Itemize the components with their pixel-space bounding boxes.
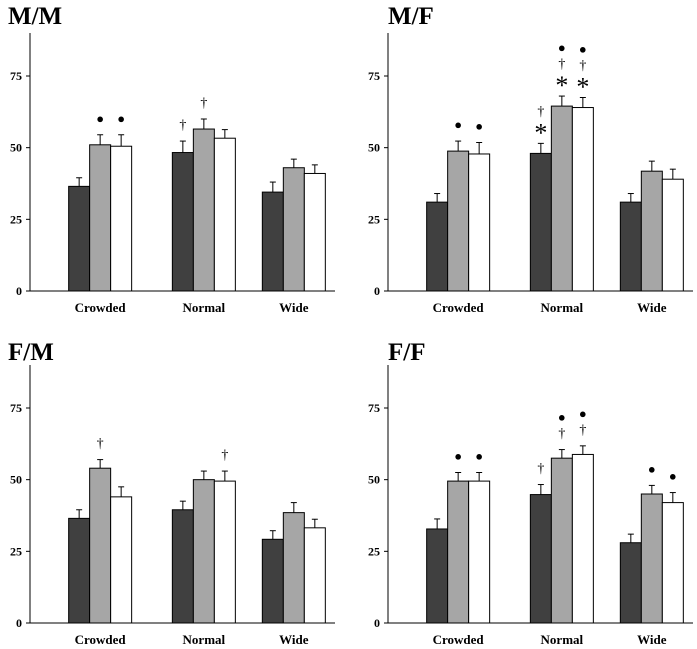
y-tick-label: 25 — [10, 212, 22, 226]
bar — [571, 107, 594, 292]
y-tick-label: 0 — [16, 616, 22, 630]
bar — [619, 542, 642, 624]
dagger-mark: † — [558, 427, 565, 442]
dot-mark: ● — [475, 449, 483, 464]
bar — [171, 509, 194, 624]
y-tick-label: 25 — [368, 212, 380, 226]
bar — [550, 105, 573, 292]
bar — [89, 144, 112, 292]
bar — [282, 167, 305, 292]
bar — [468, 480, 491, 624]
category-label: Crowded — [75, 632, 127, 647]
dot-mark: ● — [96, 111, 104, 126]
dot-mark: ● — [579, 406, 587, 421]
bar — [261, 191, 284, 292]
bar — [640, 493, 663, 624]
category-label: Wide — [637, 632, 667, 647]
dagger-mark: † — [579, 423, 586, 438]
dot-mark: ● — [558, 410, 566, 425]
bar — [447, 480, 470, 624]
bar — [110, 145, 133, 292]
bar — [261, 538, 284, 624]
y-tick-label: 75 — [368, 401, 380, 415]
category-label: Wide — [279, 632, 309, 647]
y-tick-label: 25 — [368, 544, 380, 558]
y-tick-label: 75 — [10, 69, 22, 83]
asterisk-mark: * — [534, 118, 547, 147]
panel-title: M/F — [388, 3, 434, 30]
dot-mark: ● — [558, 40, 566, 55]
category-label: Normal — [183, 632, 226, 647]
panel-title: M/M — [8, 3, 62, 30]
dagger-mark: † — [579, 59, 586, 74]
y-tick-label: 50 — [368, 473, 380, 487]
category-label: Crowded — [433, 632, 485, 647]
category-label: Normal — [541, 300, 584, 315]
dagger-mark: † — [537, 462, 544, 477]
bar — [640, 170, 663, 292]
y-tick-label: 50 — [10, 473, 22, 487]
dagger-mark: † — [200, 96, 207, 111]
bar — [426, 201, 449, 292]
dagger-mark: † — [221, 448, 228, 463]
bar — [171, 152, 194, 292]
asterisk-mark: * — [555, 71, 568, 100]
bar — [282, 512, 305, 624]
bar — [89, 467, 112, 624]
y-tick-label: 25 — [10, 544, 22, 558]
bar — [571, 453, 594, 624]
bar — [661, 502, 684, 624]
y-tick-label: 75 — [10, 401, 22, 415]
bar — [529, 494, 552, 624]
dagger-mark: † — [537, 104, 544, 119]
category-label: Wide — [637, 300, 667, 315]
bar — [426, 528, 449, 624]
bar — [68, 517, 91, 624]
dot-mark: ● — [669, 469, 677, 484]
dot-mark: ● — [454, 449, 462, 464]
y-tick-label: 75 — [368, 69, 380, 83]
category-label: Normal — [541, 632, 584, 647]
dagger-mark: † — [179, 118, 186, 133]
dot-mark: ● — [475, 119, 483, 134]
bar — [68, 185, 91, 292]
bar — [447, 150, 470, 292]
panel-f-f: F/F 0 25 50 75 ● ● Crowded † † ● † ● Normal ● ● Wide — [368, 339, 693, 647]
panel-f-m: F/M 0 25 50 75 † Crowded † Normal Wide — [8, 339, 335, 647]
dagger-mark: † — [97, 437, 104, 452]
bar — [213, 480, 236, 624]
bar — [550, 457, 573, 624]
bar — [529, 152, 552, 292]
bar — [110, 496, 133, 624]
asterisk-mark: * — [576, 73, 589, 102]
dot-mark: ● — [454, 117, 462, 132]
bar — [213, 137, 236, 292]
bar — [468, 153, 491, 292]
y-tick-label: 0 — [374, 284, 380, 298]
y-tick-label: 50 — [10, 141, 22, 155]
dot-mark: ● — [579, 42, 587, 57]
category-label: Wide — [279, 300, 309, 315]
dot-mark: ● — [117, 111, 125, 126]
y-tick-label: 0 — [16, 284, 22, 298]
bar — [192, 128, 215, 292]
bar — [303, 527, 326, 624]
y-tick-label: 50 — [368, 141, 380, 155]
panel-m-m: M/M 0 25 50 75 ● ● Crowded † † Normal Wide — [8, 3, 335, 315]
category-label: Crowded — [433, 300, 485, 315]
category-label: Normal — [183, 300, 226, 315]
bar — [192, 479, 215, 624]
dagger-mark: † — [558, 57, 565, 72]
dot-mark: ● — [648, 461, 656, 476]
category-label: Crowded — [75, 300, 127, 315]
panel-title: F/F — [388, 339, 426, 366]
bar — [619, 201, 642, 292]
bar — [661, 178, 684, 292]
panel-title: F/M — [8, 339, 54, 366]
bar — [303, 172, 326, 292]
y-tick-label: 0 — [374, 616, 380, 630]
